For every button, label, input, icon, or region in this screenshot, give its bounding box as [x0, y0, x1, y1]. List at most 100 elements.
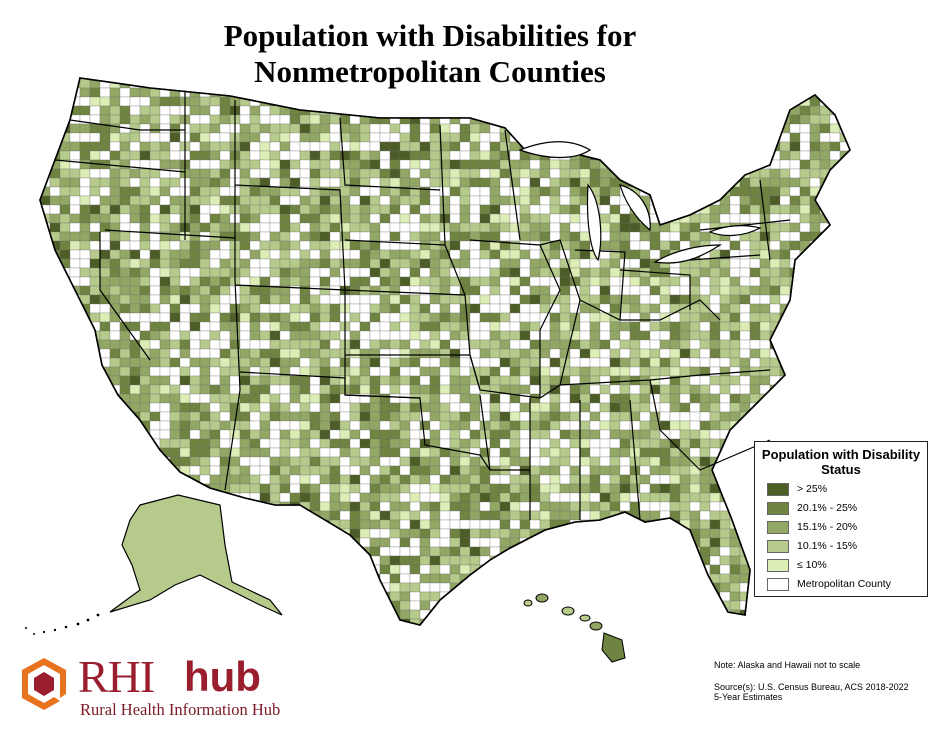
county-cell — [579, 492, 591, 503]
county-cell — [329, 492, 341, 503]
county-cell — [629, 87, 641, 98]
county-cell — [549, 429, 561, 440]
county-cell — [829, 321, 841, 332]
county-cell — [779, 159, 791, 170]
county-cell — [219, 411, 231, 422]
county-cell — [749, 132, 761, 143]
county-cell — [359, 78, 371, 80]
county-cell — [849, 231, 850, 242]
county-cell — [809, 384, 821, 395]
county-cell — [619, 78, 631, 80]
county-cell — [719, 546, 731, 557]
county-cell — [689, 114, 701, 125]
county-cell — [489, 231, 501, 242]
county-cell — [659, 114, 671, 125]
county-cell — [89, 600, 101, 611]
county-cell — [629, 330, 641, 341]
county-cell — [549, 483, 561, 494]
county-cell — [149, 168, 161, 179]
county-cell — [199, 150, 211, 161]
county-cell — [269, 474, 281, 485]
county-cell — [129, 222, 141, 233]
county-cell — [129, 186, 141, 197]
county-cell — [649, 393, 661, 404]
county-cell — [809, 312, 821, 323]
county-cell — [759, 402, 771, 413]
county-cell — [219, 348, 231, 359]
county-cell — [589, 132, 601, 143]
county-cell — [289, 96, 301, 107]
county-cell — [619, 546, 631, 557]
county-cell — [459, 384, 471, 395]
county-cell — [579, 510, 591, 521]
county-cell — [459, 537, 471, 548]
county-cell — [469, 465, 481, 476]
county-cell — [79, 474, 91, 485]
county-cell — [459, 474, 471, 485]
county-cell — [109, 132, 121, 143]
county-cell — [639, 384, 651, 395]
county-cell — [759, 204, 771, 215]
county-cell — [339, 456, 351, 467]
county-cell — [40, 303, 51, 314]
county-cell — [779, 375, 791, 386]
county-cell — [399, 573, 411, 584]
county-cell — [629, 168, 641, 179]
county-cell — [389, 303, 401, 314]
county-cell — [549, 348, 561, 359]
county-cell — [199, 375, 211, 386]
county-cell — [639, 483, 651, 494]
county-cell — [659, 150, 671, 161]
county-cell — [729, 132, 741, 143]
county-cell — [159, 177, 171, 188]
county-cell — [599, 276, 611, 287]
county-cell — [249, 294, 261, 305]
county-cell — [559, 195, 571, 206]
county-cell — [149, 222, 161, 233]
county-cell — [809, 402, 821, 413]
county-cell — [79, 285, 91, 296]
county-cell — [379, 519, 391, 530]
county-cell — [599, 465, 611, 476]
county-cell — [69, 447, 81, 458]
county-cell — [229, 537, 241, 548]
county-cell — [279, 276, 291, 287]
county-cell — [619, 393, 631, 404]
county-cell — [849, 330, 850, 341]
county-cell — [839, 321, 850, 332]
county-cell — [759, 375, 771, 386]
county-cell — [549, 96, 561, 107]
county-cell — [359, 438, 371, 449]
county-cell — [419, 582, 431, 593]
county-cell — [59, 564, 71, 575]
county-cell — [539, 555, 551, 566]
county-cell — [40, 249, 41, 260]
county-cell — [239, 528, 251, 539]
county-cell — [539, 276, 551, 287]
county-cell — [339, 249, 351, 260]
county-cell — [469, 474, 481, 485]
county-cell — [539, 546, 551, 557]
county-cell — [159, 204, 171, 215]
county-cell — [809, 276, 821, 287]
county-cell — [339, 96, 351, 107]
county-cell — [79, 366, 91, 377]
county-cell — [40, 591, 41, 602]
county-cell — [199, 240, 211, 251]
county-cell — [439, 375, 451, 386]
county-cell — [99, 393, 111, 404]
county-cell — [829, 357, 841, 368]
county-cell — [649, 240, 661, 251]
county-cell — [659, 375, 671, 386]
county-cell — [289, 474, 301, 485]
county-cell — [459, 582, 471, 593]
county-cell — [299, 294, 311, 305]
county-cell — [749, 330, 761, 341]
county-cell — [40, 483, 41, 494]
county-cell — [79, 564, 91, 575]
county-cell — [249, 537, 261, 548]
county-cell — [529, 573, 541, 584]
county-cell — [819, 240, 831, 251]
county-cell — [40, 537, 41, 548]
county-cell — [169, 285, 181, 296]
